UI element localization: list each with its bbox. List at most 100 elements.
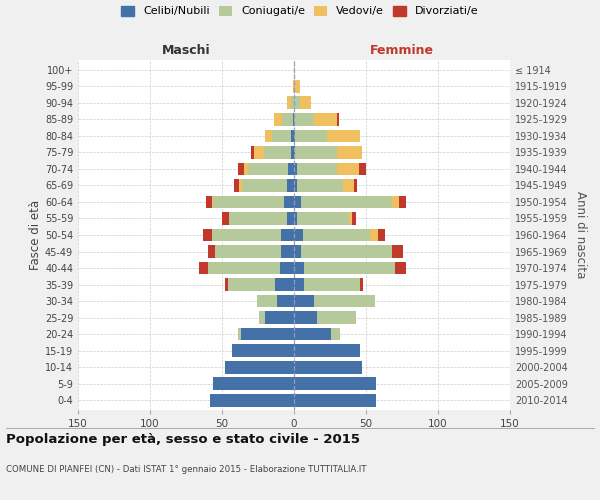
Bar xyxy=(294,113,338,126)
Bar xyxy=(294,344,360,357)
Bar xyxy=(248,162,294,175)
Bar xyxy=(214,377,294,390)
Bar xyxy=(211,394,294,406)
Bar xyxy=(199,262,294,274)
Bar xyxy=(294,96,311,110)
Bar xyxy=(225,360,294,374)
Bar xyxy=(214,377,294,390)
Bar xyxy=(294,377,376,390)
Bar xyxy=(225,360,294,374)
Bar xyxy=(212,196,294,208)
Bar xyxy=(275,278,294,291)
Bar xyxy=(294,311,356,324)
Bar xyxy=(225,360,294,374)
Bar xyxy=(259,311,294,324)
Bar xyxy=(284,196,294,208)
Text: Popolazione per età, sesso e stato civile - 2015: Popolazione per età, sesso e stato civil… xyxy=(6,432,360,446)
Bar xyxy=(294,64,295,76)
Bar xyxy=(294,130,360,142)
Bar xyxy=(283,113,294,126)
Bar xyxy=(212,228,294,241)
Bar xyxy=(294,360,362,374)
Bar xyxy=(294,80,295,93)
Bar xyxy=(287,179,294,192)
Bar xyxy=(294,294,374,308)
Bar xyxy=(211,394,294,406)
Bar xyxy=(294,179,297,192)
Bar xyxy=(277,294,294,308)
Bar xyxy=(259,311,294,324)
Text: Maschi: Maschi xyxy=(161,44,211,57)
Y-axis label: Fasce di età: Fasce di età xyxy=(29,200,42,270)
Bar xyxy=(208,262,294,274)
Bar xyxy=(293,80,294,93)
Bar xyxy=(294,278,363,291)
Bar xyxy=(294,146,362,159)
Bar xyxy=(214,377,294,390)
Bar xyxy=(294,228,385,241)
Bar xyxy=(265,130,294,142)
Bar xyxy=(229,212,294,225)
Bar xyxy=(232,344,294,357)
Bar xyxy=(238,328,294,340)
Bar xyxy=(294,162,337,175)
Bar xyxy=(241,328,294,340)
Legend: Celibi/Nubili, Coniugati/e, Vedovi/e, Divorziati/e: Celibi/Nubili, Coniugati/e, Vedovi/e, Di… xyxy=(121,6,479,16)
Bar xyxy=(294,344,360,357)
Bar xyxy=(232,344,294,357)
Bar xyxy=(211,394,294,406)
Bar xyxy=(294,311,356,324)
Bar xyxy=(294,212,356,225)
Bar xyxy=(294,64,295,76)
Bar xyxy=(228,278,294,291)
Bar xyxy=(287,212,294,225)
Bar xyxy=(294,179,343,192)
Bar xyxy=(294,394,376,406)
Bar xyxy=(294,245,392,258)
Bar xyxy=(293,80,294,93)
Bar xyxy=(274,113,294,126)
Bar xyxy=(206,196,294,208)
Bar xyxy=(294,228,377,241)
Bar xyxy=(294,196,399,208)
Bar xyxy=(294,196,406,208)
Bar xyxy=(294,162,359,175)
Bar xyxy=(238,162,294,175)
Bar xyxy=(291,130,294,142)
Bar xyxy=(294,360,362,374)
Bar xyxy=(251,146,294,159)
Bar xyxy=(259,311,294,324)
Bar xyxy=(291,96,294,110)
Bar xyxy=(294,196,392,208)
Bar xyxy=(211,394,294,406)
Bar xyxy=(233,179,294,192)
Bar xyxy=(257,294,294,308)
Bar xyxy=(294,130,360,142)
Bar xyxy=(281,245,294,258)
Bar xyxy=(257,294,294,308)
Y-axis label: Anni di nascita: Anni di nascita xyxy=(574,192,587,278)
Bar xyxy=(294,113,337,126)
Bar xyxy=(294,228,370,241)
Bar xyxy=(294,344,360,357)
Bar xyxy=(294,262,406,274)
Bar xyxy=(294,377,376,390)
Bar xyxy=(293,113,294,126)
Bar xyxy=(291,146,294,159)
Bar xyxy=(281,228,294,241)
Bar xyxy=(294,130,327,142)
Bar xyxy=(294,96,300,110)
Bar xyxy=(294,311,317,324)
Bar xyxy=(287,96,294,110)
Bar xyxy=(294,80,300,93)
Bar xyxy=(294,146,362,159)
Bar xyxy=(280,262,294,274)
Bar xyxy=(294,328,331,340)
Bar xyxy=(294,278,304,291)
Bar xyxy=(294,245,403,258)
Bar xyxy=(294,245,392,258)
Bar xyxy=(242,179,294,192)
Bar xyxy=(294,294,374,308)
Text: Femmine: Femmine xyxy=(370,44,434,57)
Bar xyxy=(294,262,395,274)
